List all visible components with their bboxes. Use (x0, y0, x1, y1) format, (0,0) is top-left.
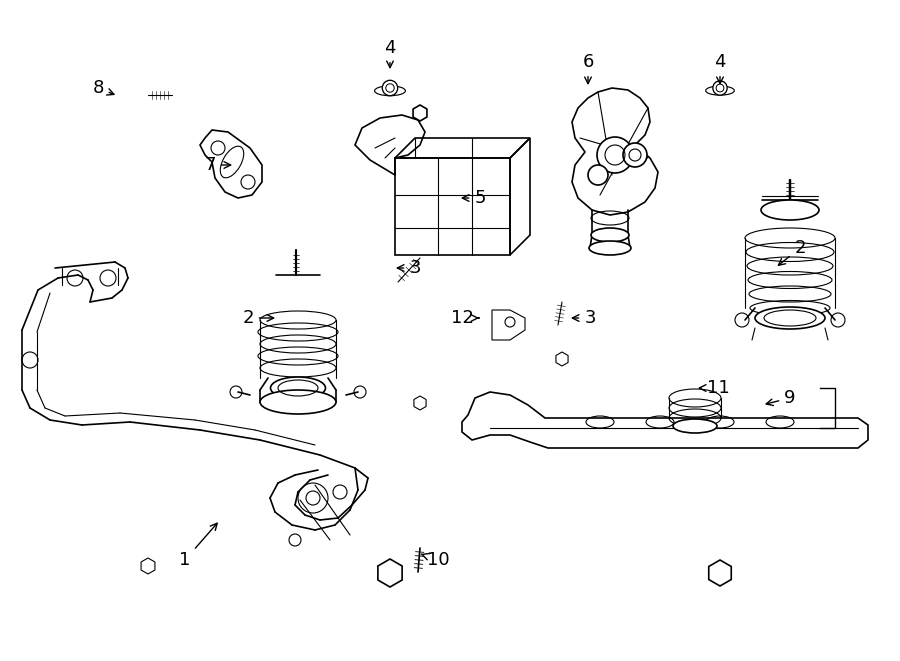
Text: 7: 7 (204, 156, 230, 174)
Polygon shape (413, 105, 427, 121)
Circle shape (623, 143, 647, 167)
Ellipse shape (761, 200, 819, 220)
Text: 2: 2 (778, 239, 806, 265)
Text: 5: 5 (463, 189, 486, 207)
Text: 9: 9 (766, 389, 796, 407)
Circle shape (713, 81, 727, 95)
Text: 1: 1 (179, 524, 217, 569)
Text: 2: 2 (242, 309, 274, 327)
Ellipse shape (755, 307, 825, 329)
Circle shape (382, 80, 398, 96)
Polygon shape (556, 352, 568, 366)
Text: 4: 4 (384, 39, 396, 67)
Ellipse shape (706, 86, 734, 95)
Text: 3: 3 (397, 259, 421, 277)
Polygon shape (708, 560, 732, 586)
Text: 12: 12 (451, 309, 479, 327)
Polygon shape (141, 558, 155, 574)
Ellipse shape (591, 228, 629, 242)
Ellipse shape (589, 241, 631, 255)
Ellipse shape (374, 86, 405, 96)
Circle shape (289, 534, 301, 546)
Polygon shape (414, 396, 426, 410)
Text: 10: 10 (421, 551, 449, 569)
Ellipse shape (271, 377, 326, 399)
Text: 3: 3 (572, 309, 596, 327)
Text: 4: 4 (715, 53, 725, 84)
Ellipse shape (673, 419, 717, 433)
Text: 8: 8 (93, 79, 114, 97)
Text: 11: 11 (699, 379, 729, 397)
Text: 6: 6 (582, 53, 594, 84)
Circle shape (597, 137, 633, 173)
Circle shape (588, 165, 608, 185)
Polygon shape (378, 559, 402, 587)
Ellipse shape (260, 390, 336, 414)
